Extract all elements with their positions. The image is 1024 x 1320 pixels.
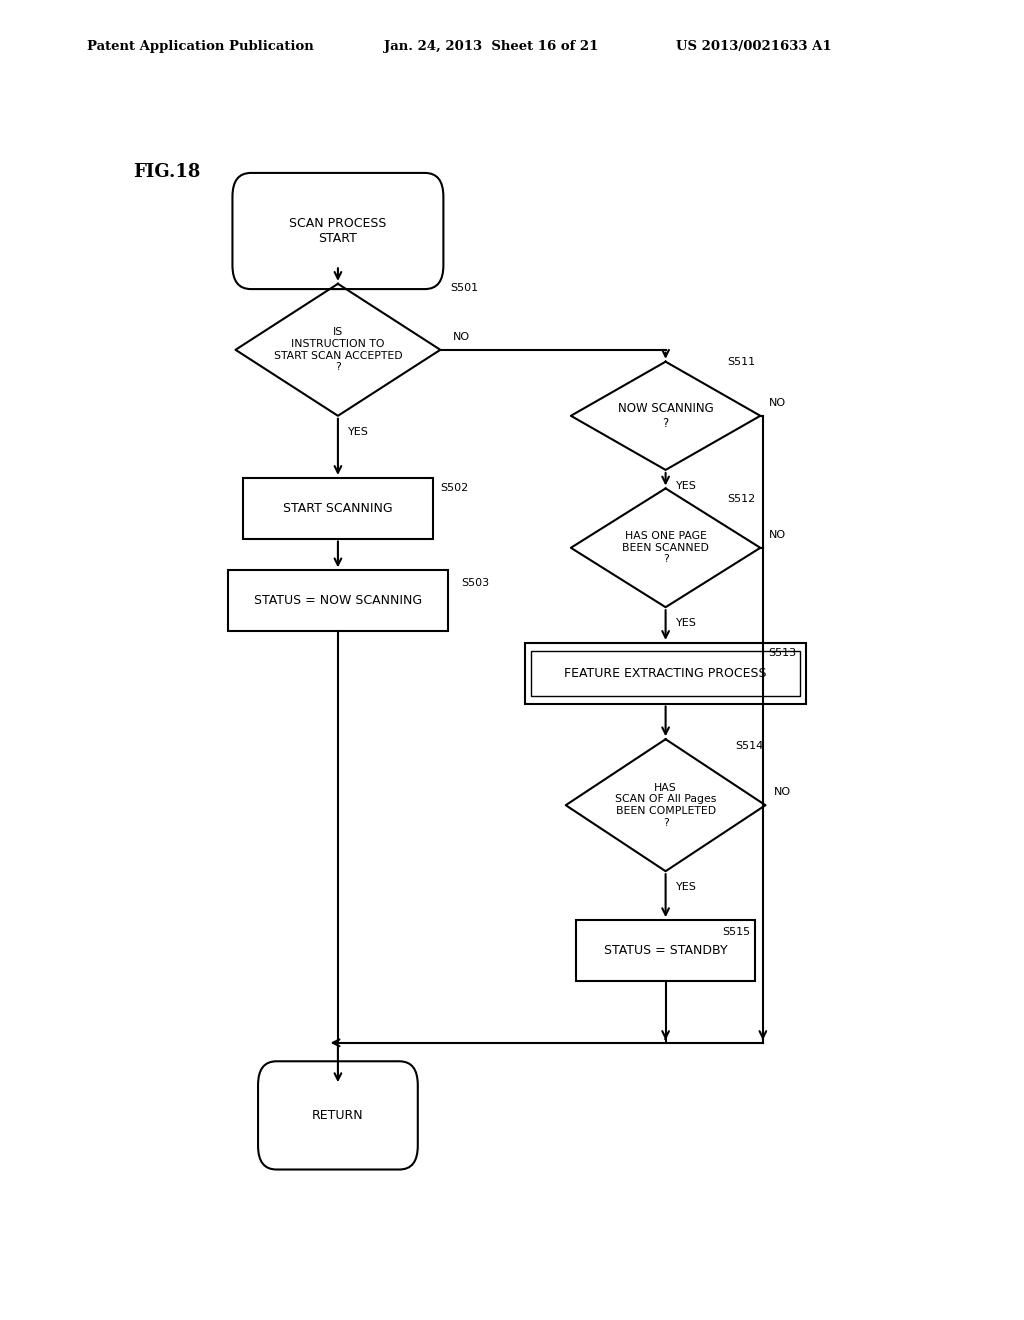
Text: FEATURE EXTRACTING PROCESS: FEATURE EXTRACTING PROCESS bbox=[564, 667, 767, 680]
Text: S512: S512 bbox=[727, 494, 756, 504]
Text: NO: NO bbox=[774, 787, 791, 797]
Text: RETURN: RETURN bbox=[312, 1109, 364, 1122]
Text: STATUS = NOW SCANNING: STATUS = NOW SCANNING bbox=[254, 594, 422, 607]
Text: YES: YES bbox=[676, 480, 696, 491]
Text: Patent Application Publication: Patent Application Publication bbox=[87, 40, 313, 53]
Text: NO: NO bbox=[768, 397, 785, 408]
Text: YES: YES bbox=[676, 882, 696, 892]
Text: STATUS = STANDBY: STATUS = STANDBY bbox=[604, 944, 727, 957]
Text: S503: S503 bbox=[461, 578, 488, 589]
Text: HAS
SCAN OF All Pages
BEEN COMPLETED
?: HAS SCAN OF All Pages BEEN COMPLETED ? bbox=[615, 783, 716, 828]
Text: IS
INSTRUCTION TO
START SCAN ACCEPTED
?: IS INSTRUCTION TO START SCAN ACCEPTED ? bbox=[273, 327, 402, 372]
Text: FIG.18: FIG.18 bbox=[133, 162, 201, 181]
Text: START SCANNING: START SCANNING bbox=[283, 502, 393, 515]
Text: S511: S511 bbox=[727, 356, 755, 367]
Polygon shape bbox=[571, 362, 760, 470]
Text: NO: NO bbox=[768, 529, 785, 540]
Polygon shape bbox=[571, 488, 760, 607]
Bar bbox=[530, 651, 801, 696]
Text: S501: S501 bbox=[451, 282, 478, 293]
FancyBboxPatch shape bbox=[258, 1061, 418, 1170]
Bar bbox=[228, 570, 449, 631]
Text: S513: S513 bbox=[768, 648, 796, 659]
Polygon shape bbox=[236, 284, 440, 416]
Bar bbox=[524, 643, 807, 704]
Text: NO: NO bbox=[453, 331, 470, 342]
Bar bbox=[244, 478, 432, 539]
Bar bbox=[575, 920, 756, 981]
Text: S502: S502 bbox=[440, 483, 469, 494]
Text: US 2013/0021633 A1: US 2013/0021633 A1 bbox=[676, 40, 831, 53]
Text: NOW SCANNING
?: NOW SCANNING ? bbox=[617, 401, 714, 430]
Text: S515: S515 bbox=[722, 927, 750, 937]
Text: Jan. 24, 2013  Sheet 16 of 21: Jan. 24, 2013 Sheet 16 of 21 bbox=[384, 40, 598, 53]
Text: S514: S514 bbox=[735, 741, 764, 751]
Text: YES: YES bbox=[676, 618, 696, 628]
Text: HAS ONE PAGE
BEEN SCANNED
?: HAS ONE PAGE BEEN SCANNED ? bbox=[623, 531, 709, 565]
Text: SCAN PROCESS
START: SCAN PROCESS START bbox=[289, 216, 387, 246]
Text: YES: YES bbox=[348, 426, 369, 437]
Polygon shape bbox=[565, 739, 766, 871]
FancyBboxPatch shape bbox=[232, 173, 443, 289]
